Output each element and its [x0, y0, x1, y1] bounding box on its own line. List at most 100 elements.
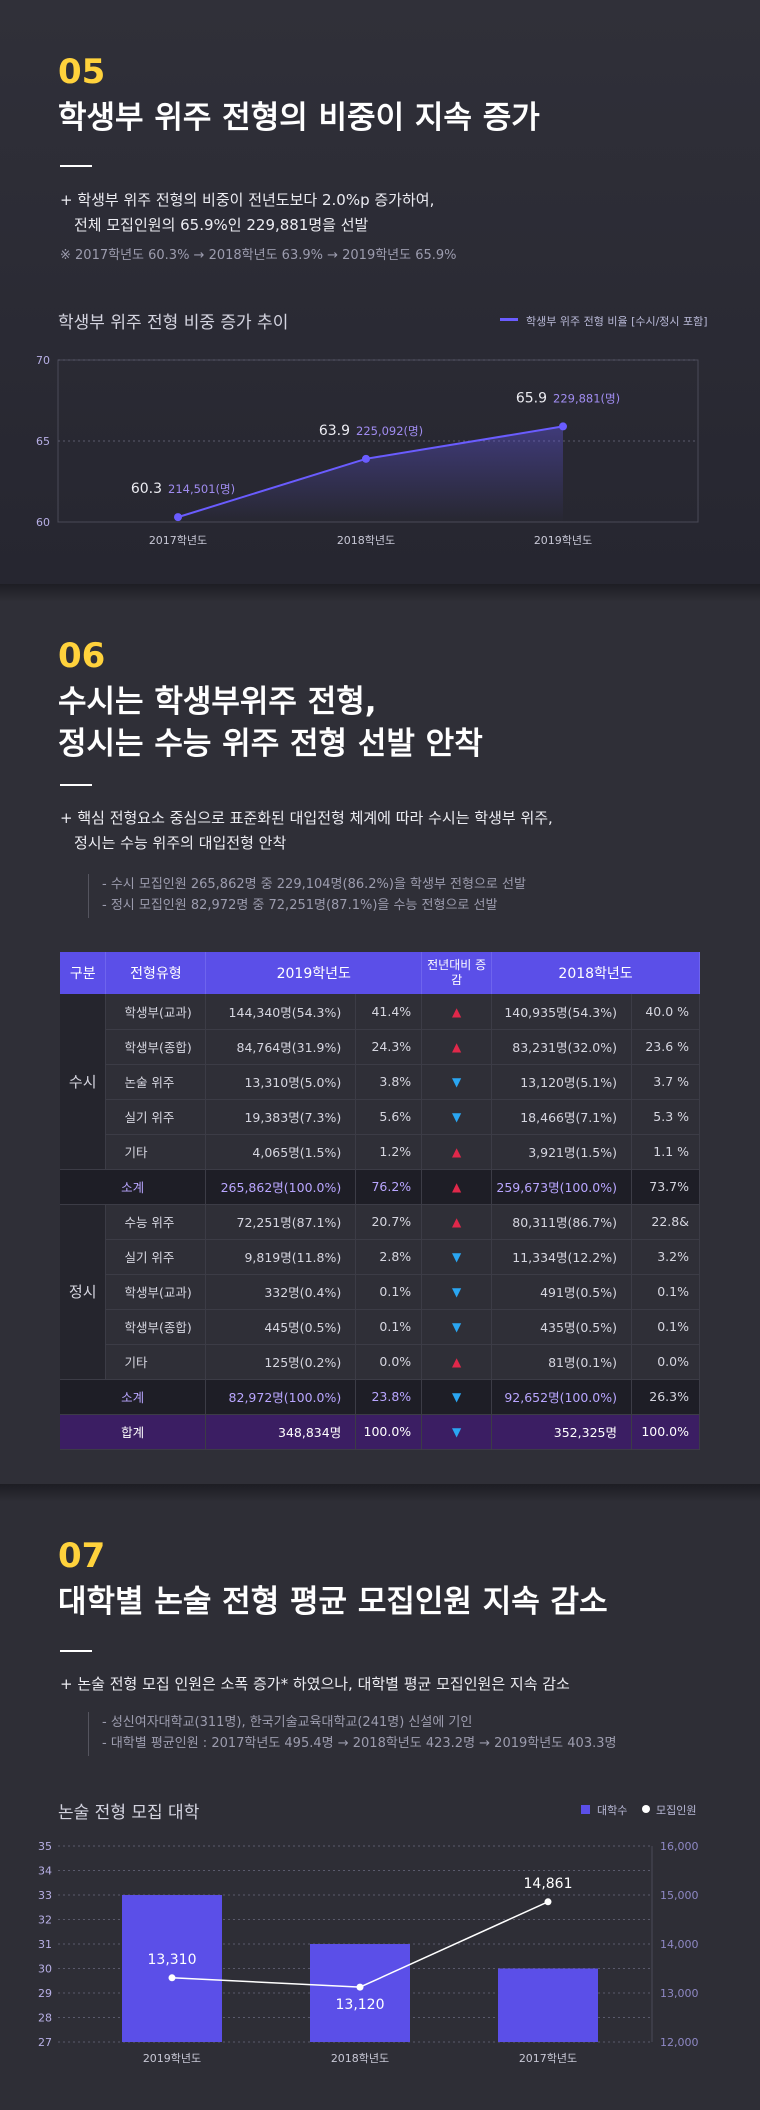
- lead-line-1: + 학생부 위주 전형의 비중이 전년도보다 2.0%p 증가하여,: [60, 191, 435, 209]
- y-left-tick-label: 31: [38, 1938, 52, 1951]
- cell-2018-pct: 73.7%: [631, 1169, 701, 1205]
- cell-2018: 352,325명: [491, 1414, 632, 1450]
- y-right-tick-label: 12,000: [660, 2036, 699, 2049]
- legend-line-label: 모집인원: [656, 1804, 697, 1817]
- divider: [60, 784, 92, 786]
- triangle-up-icon: ▲: [452, 1145, 462, 1159]
- cell-2018: 92,652명(100.0%): [491, 1379, 632, 1415]
- cell-2018: 80,311명(86.7%): [491, 1204, 632, 1240]
- total-row: 합계 348,834명 100.0% ▼ 352,325명 100.0%: [60, 1414, 701, 1450]
- cell-2019: 144,340명(54.3%): [205, 994, 357, 1030]
- cell-2019: 9,819명(11.8%): [205, 1239, 357, 1275]
- line-point: [544, 1898, 552, 1906]
- cell-2019: 72,251명(87.1%): [205, 1204, 357, 1240]
- y-tick-label: 70: [36, 354, 50, 367]
- cell-2019-pct: 3.8%: [355, 1064, 423, 1100]
- triangle-up-icon: ▲: [452, 1215, 462, 1229]
- y-left-tick-label: 35: [38, 1840, 52, 1853]
- lead-line-2: 정시는 수능 위주의 대입전형 안착: [74, 834, 287, 852]
- change-arrow-cell: ▲: [421, 1134, 493, 1170]
- cell-type: 수능 위주: [105, 1204, 207, 1240]
- subtotal-row-jeongsi: 소계 82,972명(100.0%) 23.8% ▼ 92,652명(100.0…: [60, 1379, 701, 1415]
- cell-2019-pct: 0.0%: [355, 1344, 423, 1380]
- data-point: [559, 422, 567, 431]
- note-line-1: - 성신여자대학교(311명), 한국기술교육대학교(241명) 신설에 기인: [102, 1715, 473, 1730]
- section-06: 06 수시는 학생부위주 전형, 정시는 수능 위주 전형 선발 안착 + 핵심…: [0, 584, 760, 1484]
- triangle-down-icon: ▼: [452, 1285, 462, 1299]
- legend-bar-swatch: [581, 1805, 590, 1814]
- group-jeongsi: 정시: [60, 1204, 107, 1380]
- triangle-up-icon: ▲: [452, 1180, 462, 1194]
- section-number: 06: [58, 636, 106, 676]
- line-value-label: 13,310: [148, 1952, 197, 1968]
- cell-type: 실기 위주: [105, 1099, 207, 1135]
- cell-2019: 332명(0.4%): [205, 1274, 357, 1310]
- triangle-down-icon: ▼: [452, 1390, 462, 1404]
- cell-2019-pct: 76.2%: [355, 1169, 423, 1205]
- section-title-line-1: 수시는 학생부위주 전형,: [58, 684, 377, 720]
- cell-2019-pct: 5.6%: [355, 1099, 423, 1135]
- x-tick-label: 2018학년도: [337, 534, 395, 547]
- cell-2019-pct: 41.4%: [355, 994, 423, 1030]
- x-tick-label: 2019학년도: [143, 2052, 201, 2065]
- lead-line-1: + 핵심 전형요소 중심으로 표준화된 대입전형 체계에 따라 수시는 학생부 …: [60, 809, 553, 827]
- change-arrow-cell: ▲: [421, 1204, 493, 1240]
- y-tick-label: 60: [36, 516, 50, 529]
- y-left-tick-label: 33: [38, 1889, 52, 1902]
- cell-2019: 82,972명(100.0%): [205, 1379, 357, 1415]
- divider: [60, 1650, 92, 1652]
- note-bar: [88, 874, 89, 918]
- header-2018: 2018학년도: [491, 952, 700, 994]
- table-row: 기타 125명(0.2%) 0.0% ▲ 81명(0.1%) 0.0%: [60, 1344, 701, 1380]
- cell-2019-pct: 24.3%: [355, 1029, 423, 1065]
- x-tick-label: 2018학년도: [331, 2052, 389, 2065]
- cell-type: 학생부(종합): [105, 1309, 207, 1345]
- legend-line-swatch: [500, 318, 518, 321]
- y-tick-label: 65: [36, 435, 50, 448]
- x-tick-label: 2017학년도: [149, 534, 207, 547]
- change-arrow-cell: ▲: [421, 1344, 493, 1380]
- cell-2019-pct: 0.1%: [355, 1309, 423, 1345]
- lead-line-2: 전체 모집인원의 65.9%인 229,881명을 선발: [74, 216, 369, 234]
- count-label: 225,092(명): [356, 424, 423, 438]
- cell-2019-pct: 23.8%: [355, 1379, 423, 1415]
- cell-2018-pct: 23.6 %: [631, 1029, 701, 1065]
- cell-2018: 83,231명(32.0%): [491, 1029, 632, 1065]
- cell-type: 기타: [105, 1344, 207, 1380]
- note-bar: [88, 1712, 89, 1756]
- change-arrow-cell: ▲: [421, 1169, 493, 1205]
- table-row: 수시 학생부(교과) 144,340명(54.3%) 41.4% ▲ 140,9…: [60, 994, 701, 1170]
- legend-line-swatch: [642, 1805, 650, 1813]
- triangle-up-icon: ▲: [452, 1040, 462, 1054]
- x-tick-label: 2019학년도: [534, 534, 592, 547]
- essay-admission-chart: 35 34 33 32 31 30 29 28 27 16,000 15,000 14,000 13,0…: [38, 1840, 699, 2065]
- y-right-tick-label: 15,000: [660, 1889, 699, 1902]
- line-point: [168, 1974, 176, 1982]
- cell-2018-pct: 1.1 %: [631, 1134, 701, 1170]
- y-left-tick-label: 34: [38, 1865, 52, 1878]
- line-value-label: 13,120: [336, 1997, 385, 2013]
- cell-2018-pct: 40.0 %: [631, 994, 701, 1030]
- bar: [122, 1895, 222, 2042]
- y-left-tick-label: 32: [38, 1914, 52, 1927]
- data-point: [362, 454, 370, 463]
- cell-2019: 125명(0.2%): [205, 1344, 357, 1380]
- triangle-down-icon: ▼: [452, 1250, 462, 1264]
- cell-2018: 81명(0.1%): [491, 1344, 632, 1380]
- cell-2019: 19,383명(7.3%): [205, 1099, 357, 1135]
- cell-2019-pct: 1.2%: [355, 1134, 423, 1170]
- data-point: [174, 513, 182, 522]
- table-row: 학생부(종합) 84,764명(31.9%) 24.3% ▲ 83,231명(3…: [60, 1029, 701, 1065]
- section-title: 학생부 위주 전형의 비중이 지속 증가: [58, 100, 540, 136]
- count-label: 229,881(명): [553, 391, 620, 405]
- cell-2018: 140,935명(54.3%): [491, 994, 632, 1030]
- count-label: 214,501(명): [168, 482, 235, 496]
- section-number: 05: [58, 52, 106, 92]
- subtotal-label: 소계: [60, 1169, 207, 1205]
- line-value-label: 14,861: [524, 1876, 573, 1892]
- section-07: 07 대학별 논술 전형 평균 모집인원 지속 감소 + 논술 전형 모집 인원…: [0, 1484, 760, 2110]
- cell-type: 학생부(교과): [105, 1274, 207, 1310]
- change-arrow-cell: ▼: [421, 1064, 493, 1100]
- trend-note: ※ 2017학년도 60.3% → 2018학년도 63.9% → 2019학년…: [60, 248, 457, 263]
- y-right-tick-label: 14,000: [660, 1938, 699, 1951]
